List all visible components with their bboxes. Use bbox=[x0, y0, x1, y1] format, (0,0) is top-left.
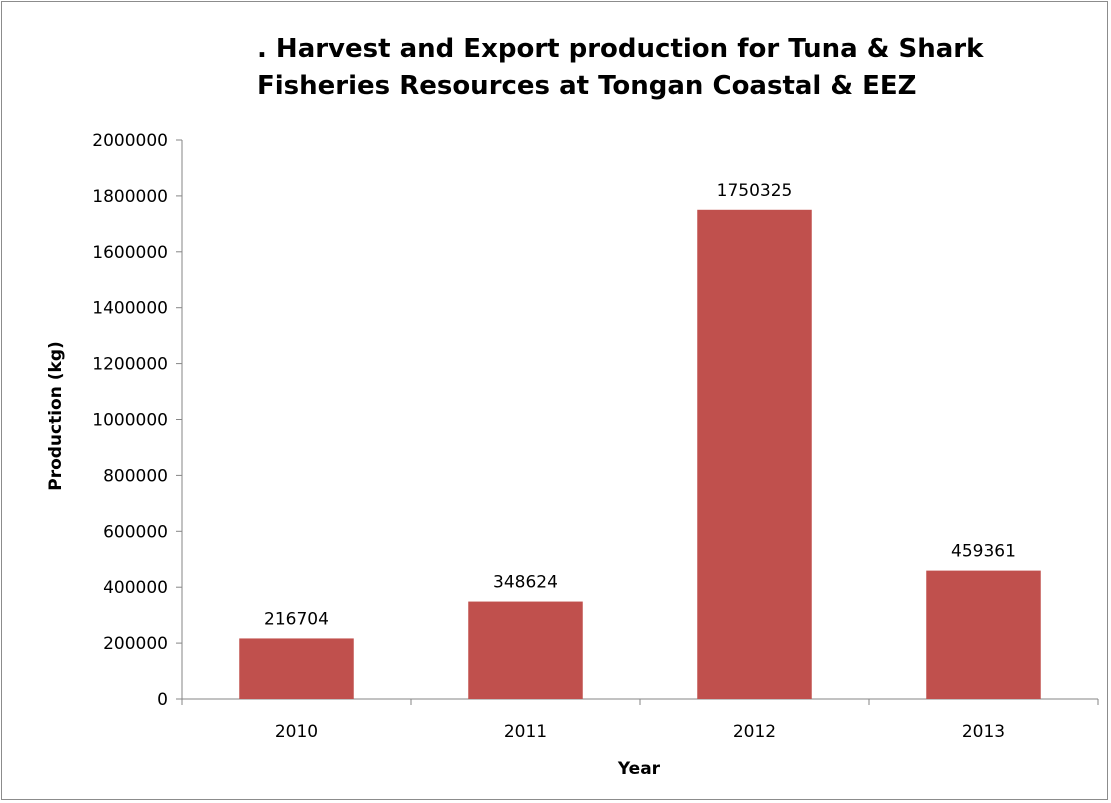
bar-2012 bbox=[697, 209, 812, 699]
y-axis-tick-label: 2000000 bbox=[92, 131, 168, 151]
y-axis-tick-label: 1400000 bbox=[92, 299, 168, 319]
bar-data-label: 216704 bbox=[264, 609, 329, 629]
y-axis-tick-label: 1000000 bbox=[92, 411, 168, 431]
x-axis-tick-label: 2010 bbox=[275, 722, 318, 742]
y-axis-tick-label: 400000 bbox=[103, 578, 168, 598]
bar-2010 bbox=[239, 638, 354, 699]
y-axis-tick-label: 1800000 bbox=[92, 187, 168, 207]
x-axis-tick-label: 2012 bbox=[733, 722, 776, 742]
bar-2011 bbox=[468, 601, 583, 699]
y-axis-tick-labels: 0 200000 400000 600000 800000 1000000 1200000 1… bbox=[92, 131, 168, 710]
bar-data-labels: 216704 348624 1750325 459361 bbox=[264, 181, 1016, 630]
x-axis-tick-label: 2011 bbox=[504, 722, 547, 742]
y-axis-tick-label: 1200000 bbox=[92, 355, 168, 375]
y-axis-tick-label: 600000 bbox=[103, 522, 168, 542]
bar-2013 bbox=[926, 570, 1041, 699]
x-axis-tick-labels: 2010 2011 2012 2013 bbox=[275, 722, 1005, 742]
bar-data-label: 459361 bbox=[951, 542, 1016, 562]
y-axis-tick-label: 800000 bbox=[103, 466, 168, 486]
chart-bars bbox=[239, 209, 1041, 699]
chart-title: . Harvest and Export production for Tuna… bbox=[257, 34, 984, 101]
chart-title-line-2: Fisheries Resources at Tongan Coastal & … bbox=[257, 71, 916, 101]
y-axis-tick-label: 200000 bbox=[103, 634, 168, 654]
x-axis-title: Year bbox=[617, 759, 661, 779]
y-axis-tick-label: 0 bbox=[157, 690, 168, 710]
x-axis-tick-label: 2013 bbox=[962, 722, 1005, 742]
y-axis-title: Production (kg) bbox=[46, 341, 66, 491]
y-axis-tick-label: 1600000 bbox=[92, 243, 168, 263]
bar-data-label: 348624 bbox=[493, 573, 558, 593]
bar-data-label: 1750325 bbox=[717, 181, 793, 201]
chart-title-line-1: . Harvest and Export production for Tuna… bbox=[257, 34, 984, 64]
